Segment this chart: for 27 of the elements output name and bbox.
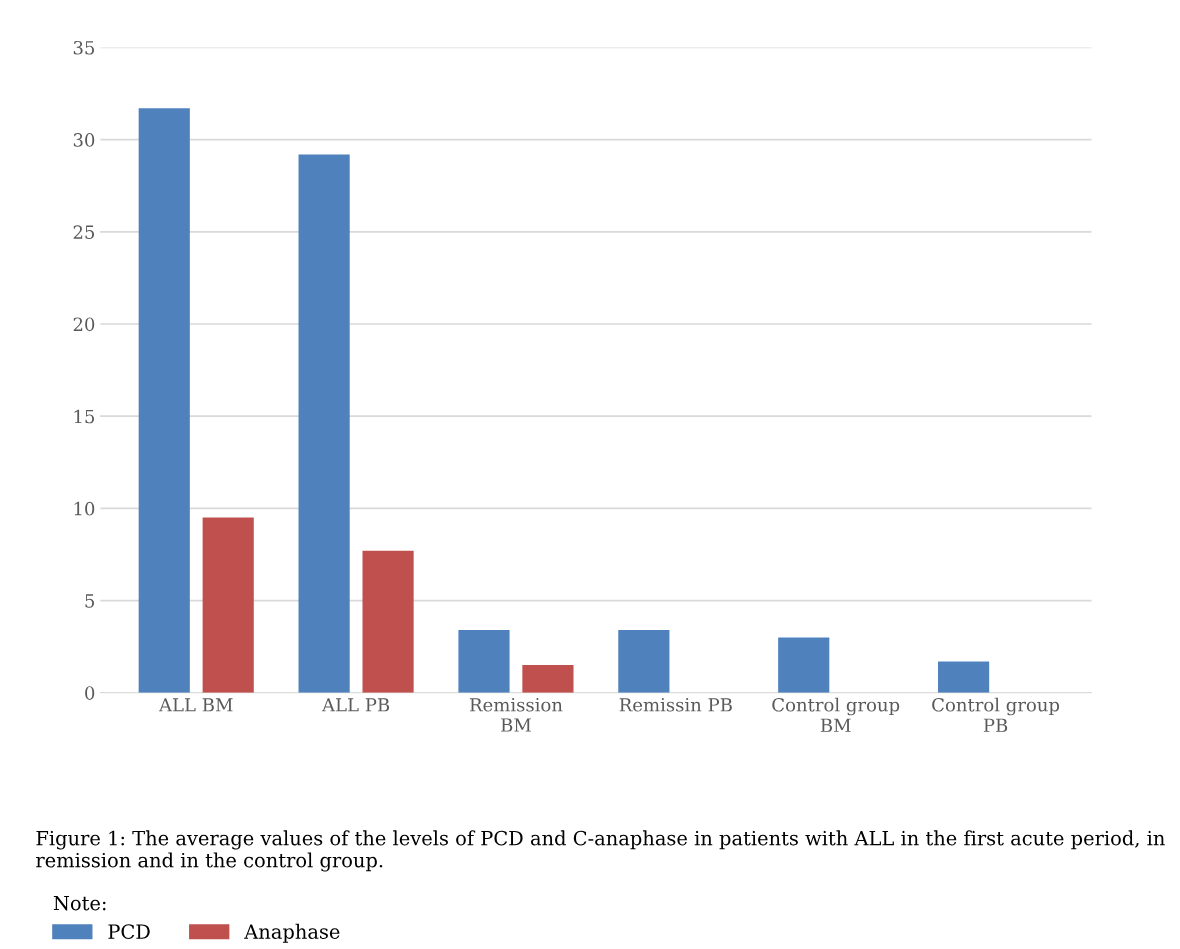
y-tick-label: 25 — [73, 225, 95, 239]
x-tick-label: Control group BM — [772, 697, 900, 732]
y-tick-label: 20 — [73, 317, 95, 332]
y-tick-label: 15 — [74, 409, 95, 424]
y-tick-label: 5 — [85, 594, 95, 608]
bar — [618, 630, 670, 693]
y-tick-label: 10 — [74, 501, 95, 516]
legend-label: Anaphase — [244, 923, 340, 943]
y-tick-label: 0 — [85, 686, 95, 700]
bar — [298, 154, 350, 693]
bar — [778, 637, 830, 693]
bar — [938, 661, 990, 693]
y-tick-label: 35 — [73, 40, 95, 55]
legend-label: PCD — [108, 924, 150, 939]
legend-title: Note: — [53, 895, 106, 911]
bar — [138, 108, 190, 693]
caption: Figure 1: The average values of the levels of PCD and C-anaphase in patients with ALL in the first acute period, in remission and in the control group. — [36, 830, 1165, 872]
x-tick-label: ALL BM — [158, 698, 233, 712]
x-tick-label: Control group PB — [932, 697, 1060, 732]
bar — [362, 550, 414, 693]
bar — [522, 665, 574, 693]
bar — [202, 517, 254, 693]
y-tick-label: 30 — [73, 133, 95, 147]
x-tick-label: Remissin PB — [619, 698, 732, 712]
x-tick-label: Remission BM — [469, 698, 563, 732]
x-tick-label: ALL PB — [321, 698, 390, 712]
bar — [458, 630, 510, 693]
